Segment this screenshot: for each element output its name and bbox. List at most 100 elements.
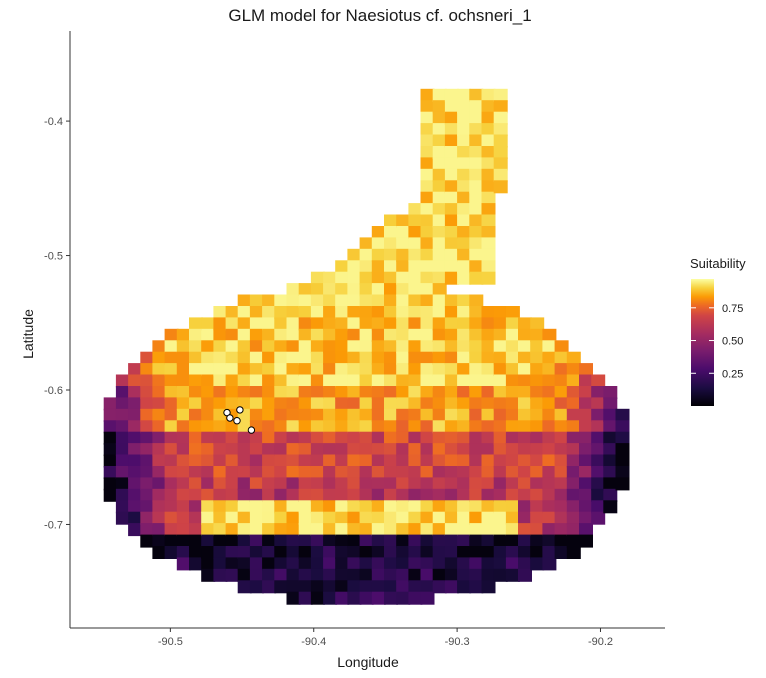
raster-cell [469,511,484,525]
raster-cell [115,477,130,491]
raster-cell [335,294,350,308]
raster-cell [408,466,423,479]
raster-cell [176,443,191,457]
raster-cell [457,511,472,525]
raster-cell [128,363,143,377]
raster-cell [201,340,216,354]
raster-cell [115,466,130,479]
x-tick-label: -90.5 [158,636,183,648]
raster-cell [262,363,277,377]
raster-cell [237,466,252,479]
raster-cell [444,317,459,331]
raster-cell [359,557,374,571]
raster-cell [493,157,508,171]
raster-cell [420,523,435,537]
y-tick-label: -0.4 [44,116,63,128]
raster-cell [323,420,338,434]
raster-cell [554,363,569,377]
raster-cell [493,477,508,491]
raster-cell [286,340,301,354]
raster-cell [493,454,508,468]
raster-cell [359,568,374,582]
raster-cell [396,294,411,308]
raster-cell [469,546,484,559]
raster-cell [262,374,277,388]
raster-cell [128,511,143,525]
raster-cell [396,408,411,422]
raster-cell [408,283,423,297]
raster-cell [335,363,350,377]
raster-cell [359,454,374,468]
raster-cell [444,306,459,319]
raster-cell [213,511,228,525]
raster-cell [237,454,252,468]
raster-cell [189,454,203,468]
raster-cell [347,340,362,354]
raster-cell [481,420,496,434]
raster-cell [469,214,484,228]
raster-cell [432,260,447,274]
raster-cell [164,386,179,399]
raster-cell [420,88,435,102]
raster-cell [225,340,240,354]
raster-cell [384,546,398,559]
raster-cell [469,534,484,548]
raster-cell [298,328,313,342]
raster-cell [152,386,167,399]
raster-cell [310,271,325,285]
raster-cell [286,466,301,479]
raster-cell [310,557,325,571]
raster-cell [408,408,423,422]
raster-cell [384,443,398,457]
raster-cell [237,580,252,594]
raster-cell [225,397,240,411]
raster-cell [128,466,143,479]
raster-cell [530,523,545,537]
raster-cell [249,408,264,422]
raster-cell [201,420,216,434]
raster-cell [176,500,191,514]
raster-cell [505,408,520,422]
raster-cell [201,328,216,342]
y-axis-title: Latitude [20,309,36,359]
raster-cell [408,306,423,319]
raster-cell [347,260,362,274]
raster-cell [444,328,459,342]
raster-cell [542,397,557,411]
raster-cell [542,363,557,377]
raster-cell [225,317,240,331]
raster-cell [444,294,459,308]
raster-cell [615,443,630,457]
raster-cell [579,488,593,502]
raster-cell [481,123,496,137]
raster-cell [408,454,423,468]
raster-cell [444,431,459,445]
raster-cell [432,488,447,502]
raster-cell [554,420,569,434]
raster-cell [274,294,289,308]
raster-cell [493,146,508,159]
raster-cell [176,420,191,434]
raster-cell [481,546,496,559]
raster-cell [542,466,557,479]
raster-cell [444,477,459,491]
raster-cell [176,511,191,525]
raster-cell [213,488,228,502]
raster-cell [408,351,423,365]
raster-cell [213,546,228,559]
raster-cell [481,306,496,319]
raster-cell [408,214,423,228]
raster-cell [384,260,398,274]
raster-cell [396,534,411,548]
raster-cell [213,431,228,445]
raster-cell [225,363,240,377]
raster-cell [115,420,130,434]
raster-cell [518,568,532,582]
raster-cell [505,328,520,342]
raster-cell [481,134,496,148]
raster-cell [298,500,313,514]
raster-cell [140,351,155,365]
raster-cell [420,123,435,137]
raster-cell [237,431,252,445]
